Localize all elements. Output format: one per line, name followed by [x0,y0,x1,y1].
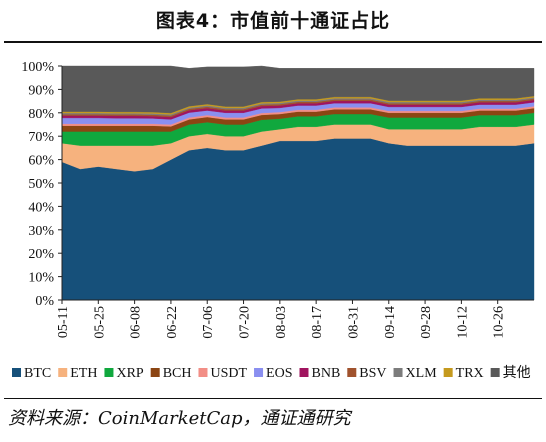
legend-label: BCH [163,366,192,381]
legend-swatch-BNB [299,368,309,377]
x-tick-label: 06-08 [129,306,144,339]
legend-swatch-其他 [490,368,500,377]
stacked-area-chart: 0%10%20%30%40%50%60%70%80%90%100% 05-11 0… [12,60,535,381]
legend-label: BSV [359,366,386,381]
y-tick-label: 0% [35,294,54,309]
legend-swatch-EOS [254,368,264,377]
legend-label: TRX [456,366,484,381]
x-tick-label: 06-22 [165,306,180,339]
legend-swatch-BCH [150,368,160,377]
y-tick-label: 20% [28,247,54,262]
y-tick-label: 100% [21,60,54,75]
legend-swatch-TRX [443,368,453,377]
legend-label: ETH [70,366,97,381]
legend-label: XLM [406,366,438,381]
x-tick-label: 08-17 [310,306,325,339]
x-tick-label: 10-26 [492,306,507,339]
source-divider [4,398,542,399]
legend-swatch-ETH [58,368,68,377]
legend-label: XRP [116,366,143,381]
y-axis: 0% 10% 20% 30% 40% 50% 60% 70% 80% 90% 100% [21,60,63,309]
y-tick-label: 30% [28,224,54,239]
x-tick-label: 10-12 [455,306,470,339]
y-tick-label: 10% [28,271,54,286]
title-divider [4,41,542,43]
legend-label: BTC [24,366,51,381]
y-tick-label: 90% [28,83,54,98]
x-tick-label: 05-11 [56,306,71,338]
x-tick-label: 09-28 [419,306,434,339]
x-axis: 05-11 05-25 06-08 06-22 07-06 07-20 08-03 08-17… [56,299,534,339]
series-areas [61,65,535,301]
legend-label: 其他 [503,365,531,381]
x-tick-label: 05-25 [92,306,107,339]
x-tick-label: 09-14 [383,306,398,339]
x-tick-label: 07-06 [201,306,216,339]
source-note: 资料来源：CoinMarketCap，通证通研究 [8,408,351,429]
y-tick-label: 60% [28,154,54,169]
legend-swatch-BSV [347,368,357,377]
x-tick-label: 08-03 [274,306,289,339]
y-tick-label: 50% [28,177,54,192]
legend: BTC ETH XRP BCH USDT EOS BNB BSV XLM TRX 其他 [12,365,531,381]
x-tick-label: 07-20 [238,306,253,339]
legend-label: USDT [210,366,247,381]
legend-swatch-XLM [393,368,403,377]
legend-label: BNB [312,366,341,381]
area-其他 [61,65,535,114]
legend-swatch-USDT [198,368,208,377]
y-tick-label: 80% [28,107,54,122]
y-tick-label: 70% [28,130,54,145]
legend-swatch-XRP [104,368,114,377]
legend-swatch-BTC [12,368,21,377]
legend-label: EOS [266,366,292,381]
x-tick-label: 08-31 [346,306,361,339]
y-tick-label: 40% [28,200,54,215]
chart-title: 图表4：市值前十通证占比 [155,10,391,32]
